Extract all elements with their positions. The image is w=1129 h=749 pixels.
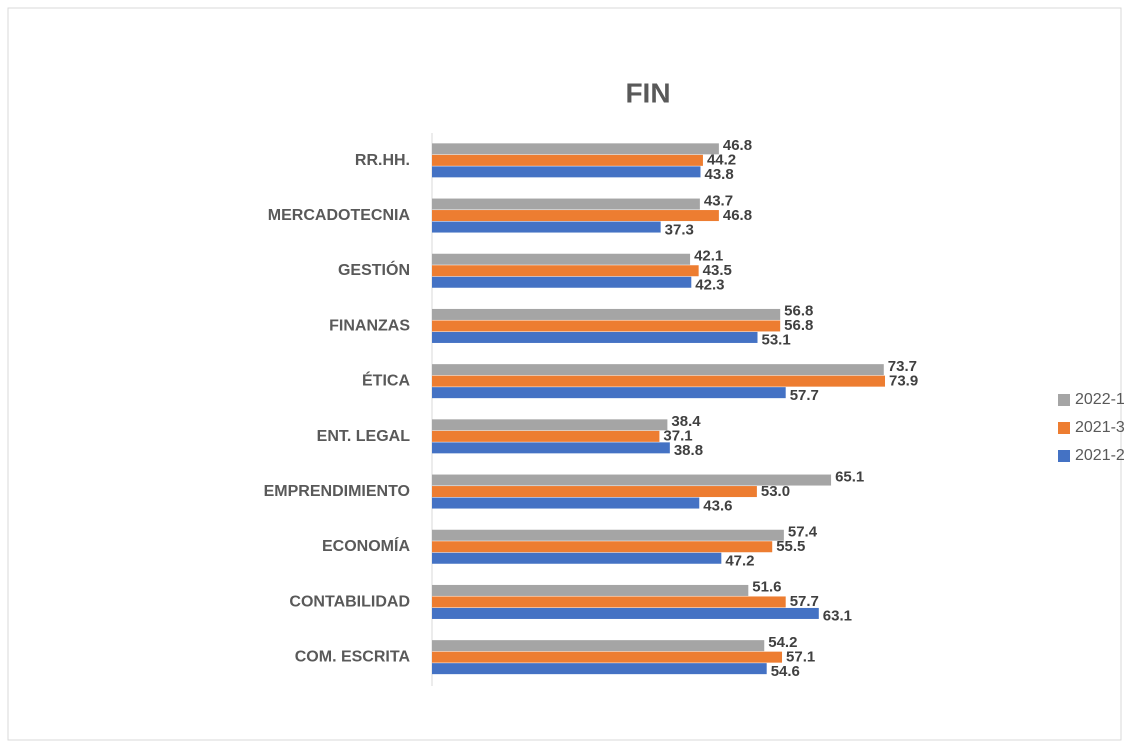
data-label: 42.1 [694,247,723,264]
bar [432,221,661,233]
bar [432,640,765,652]
legend-label: 2022-1 [1075,391,1125,408]
legend-label: 2021-2 [1075,447,1125,464]
data-label: 42.3 [695,276,724,293]
bar [432,663,767,675]
data-label: 43.6 [703,497,732,514]
bar [432,154,703,166]
bar [432,529,784,541]
category-label: FINANZAS [329,317,410,334]
data-label: 53.0 [761,483,790,500]
data-label: 54.2 [768,634,797,651]
bar [432,584,749,596]
bar [432,308,781,320]
category-label: EMPRENDIMIENTO [264,483,410,500]
category-label: ÉTICA [362,371,410,390]
data-label: 38.4 [671,413,701,430]
data-label: 37.1 [663,428,692,445]
data-label: 43.8 [704,166,733,183]
bar [432,198,700,210]
bar [432,651,783,663]
bar [432,474,832,486]
data-label: 57.1 [786,648,815,665]
category-label: CONTABILIDAD [289,593,410,610]
category-label: ENT. LEGAL [317,428,411,445]
data-label: 57.4 [788,523,818,540]
data-label: 46.8 [723,137,752,154]
bar [432,541,773,553]
data-label: 57.7 [790,593,819,610]
data-label: 56.8 [784,303,813,320]
bar [432,486,757,498]
bar [432,210,719,222]
data-label: 54.6 [771,663,800,680]
bar [432,442,670,454]
category-label: COM. ESCRITA [295,649,411,666]
data-label: 37.3 [665,221,694,238]
bar [432,331,758,343]
data-label: 73.9 [889,372,918,389]
data-label: 65.1 [835,468,864,485]
bar [432,265,699,277]
category-label: MERCADOTECNIA [268,207,411,224]
legend-swatch [1058,450,1070,462]
bar [432,276,692,288]
bar [432,596,786,608]
chart-title: FIN [625,77,670,108]
legend-swatch [1058,422,1070,434]
data-label: 51.6 [752,579,781,596]
data-label: 55.5 [776,538,805,555]
data-label: 44.2 [707,152,736,169]
bar [432,143,719,155]
data-label: 38.8 [674,442,703,459]
legend-label: 2021-3 [1075,419,1125,436]
data-label: 73.7 [888,358,917,375]
data-label: 46.8 [723,207,752,224]
bar [432,552,722,564]
bar [432,375,886,387]
bar [432,607,819,619]
data-label: 57.7 [790,387,819,404]
bar [432,430,660,442]
bar [432,419,668,431]
category-label: GESTIÓN [338,260,410,279]
bar [432,320,781,332]
legend-swatch [1058,394,1070,406]
category-label: ECONOMÍA [322,536,410,555]
data-label: 43.7 [704,192,733,209]
bar [432,166,701,178]
bar [432,253,691,265]
data-label: 53.1 [762,332,791,349]
data-label: 63.1 [823,608,852,625]
bar [432,497,700,509]
data-label: 47.2 [725,552,754,569]
bar [432,387,786,399]
data-label: 56.8 [784,317,813,334]
bar [432,364,884,376]
data-label: 43.5 [703,262,732,279]
category-label: RR.HH. [355,152,410,169]
